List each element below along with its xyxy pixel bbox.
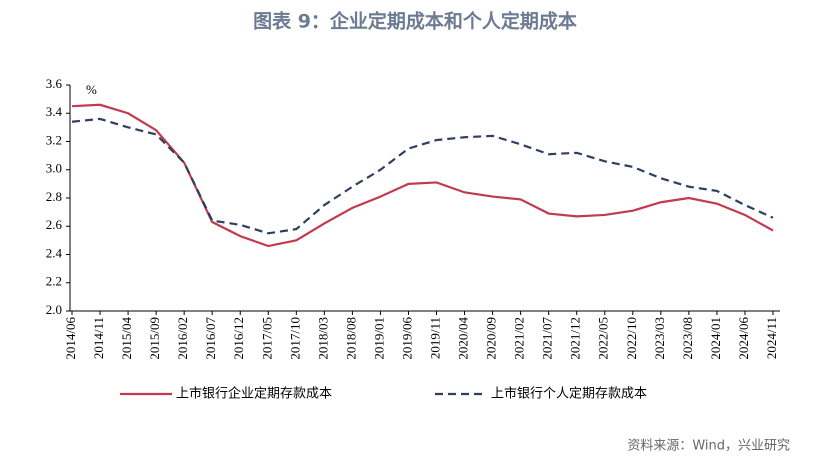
line-series [71, 103, 774, 248]
x-tick-label: 2024/01 [708, 317, 723, 360]
y-tick-label: 2.0 [46, 302, 62, 317]
x-tick-label: 2020/09 [484, 317, 499, 360]
y-tick-label: 2.4 [46, 245, 63, 260]
x-tick-label: 2023/03 [652, 317, 667, 360]
x-tick-label: 2015/09 [147, 317, 162, 360]
x-tick-label: 2017/05 [259, 317, 274, 360]
x-tick-label: 2014/06 [63, 317, 78, 360]
chart-title: 图表 9：企业定期成本和个人定期成本 [253, 10, 577, 33]
y-tick-label: 3.2 [46, 132, 62, 147]
x-tick-label: 2019/11 [428, 317, 443, 359]
legend-label: 上市银行个人定期存款成本 [491, 386, 647, 402]
x-tick-label: 2021/02 [512, 317, 527, 360]
y-tick-label: 2.6 [46, 217, 63, 232]
y-tick-label: 2.2 [46, 274, 62, 289]
x-tick-label: 2018/08 [343, 317, 358, 360]
y-tick-label: 3.0 [46, 161, 62, 176]
x-tick-label: 2018/03 [315, 317, 330, 360]
x-tick-label: 2016/02 [175, 317, 190, 360]
x-tick-label: 2019/01 [371, 317, 386, 360]
x-tick-label: 2024/06 [736, 317, 751, 360]
x-tick-label: 2020/04 [456, 317, 471, 360]
x-tick-label: 2014/11 [91, 317, 106, 359]
x-tick-label: 2021/12 [568, 317, 583, 360]
line-series [71, 117, 774, 235]
x-tick-label: 2022/10 [624, 317, 639, 360]
x-tick-label: 2017/10 [287, 317, 302, 360]
x-tick-label: 2023/08 [680, 317, 695, 360]
y-tick-label: 2.8 [46, 189, 62, 204]
x-tick-label: 2024/11 [764, 317, 779, 359]
x-tick-label: 2015/04 [119, 317, 134, 360]
source: 资料来源：Wind，兴业研究 [627, 439, 790, 454]
legend-label: 上市银行企业定期存款成本 [176, 386, 332, 402]
x-tick-label: 2016/07 [203, 317, 218, 360]
x-tick-label: 2022/05 [596, 317, 611, 360]
x-tick-label: 2019/06 [399, 317, 414, 360]
y-tick-label: 3.4 [46, 104, 63, 119]
x-tick-label: 2016/12 [231, 317, 246, 360]
y-tick-label: 3.6 [46, 76, 63, 91]
y-unit: % [86, 82, 97, 97]
x-tick-label: 2021/07 [540, 317, 555, 360]
